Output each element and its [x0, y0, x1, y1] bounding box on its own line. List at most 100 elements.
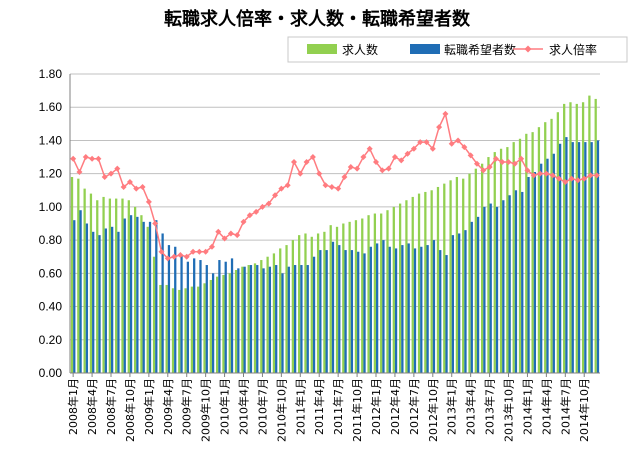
seekers-bar [584, 142, 587, 373]
ratio-point [574, 177, 581, 184]
legend-swatch-jobs [307, 44, 337, 54]
jobs-bar [417, 193, 421, 373]
x-tick-label: 2008年7月 [104, 378, 118, 435]
seekers-bar [527, 176, 530, 373]
ratio-point [221, 235, 228, 242]
ratio-line-path [72, 111, 597, 260]
seekers-bar [155, 220, 158, 373]
jobs-bar [556, 112, 559, 374]
seekers-bar [136, 216, 139, 373]
seekers-bar [129, 215, 133, 373]
legend-label-ratio: 求人倍率 [549, 42, 597, 57]
seekers-bar [521, 191, 524, 373]
jobs-bar [537, 127, 541, 373]
ratio-point [164, 255, 171, 262]
jobs-bar [493, 152, 496, 373]
jobs-bar [310, 236, 313, 373]
jobs-bar [550, 118, 553, 373]
ratio-point [328, 183, 335, 190]
ratio-point [246, 212, 253, 219]
jobs-bar [563, 103, 566, 374]
ratio-point [360, 154, 367, 161]
seekers-bar [565, 137, 568, 373]
ratio-point [366, 145, 373, 152]
jobs-bar [575, 103, 578, 374]
ratio-point [391, 154, 398, 161]
jobs-bar [474, 168, 477, 373]
jobs-bar [335, 226, 339, 373]
ratio-point [568, 175, 575, 182]
jobs-bar [424, 191, 427, 373]
jobs-bar [525, 133, 528, 373]
x-tick-label: 2013年1月 [445, 378, 459, 435]
ratio-point [101, 173, 108, 180]
seekers-bar [319, 250, 322, 373]
seekers-bar [243, 266, 246, 373]
seekers-bar [376, 243, 379, 373]
seekers-bar [331, 241, 335, 373]
seekers-bar [464, 230, 467, 373]
jobs-bar [272, 253, 276, 373]
ratio-point [562, 178, 569, 185]
jobs-bar [316, 233, 320, 373]
seekers-bar [293, 265, 297, 373]
y-tick-label: 0.80 [39, 233, 63, 247]
seekers-bar [104, 228, 107, 373]
grid [70, 73, 600, 374]
seekers-bar [73, 220, 76, 373]
ratio-point [486, 164, 493, 171]
jobs-bar [102, 196, 105, 373]
seekers-bar [281, 273, 284, 373]
seekers-bar [514, 190, 518, 373]
seekers-bar [432, 240, 436, 373]
jobs-bar [83, 188, 86, 373]
seekers-bar [439, 250, 442, 373]
jobs-bar [468, 173, 471, 373]
x-tick-label: 2010年4月 [237, 378, 251, 435]
jobs-bar [171, 288, 175, 373]
seekers-bar [401, 245, 404, 373]
legend-label-seekers: 転職希望者数 [444, 42, 516, 57]
seekers-bar [495, 206, 499, 373]
seekers-bar [218, 260, 221, 373]
jobs-bar [398, 203, 402, 373]
jobs-bar [291, 240, 294, 373]
jobs-bar [354, 220, 358, 373]
seekers-bar [161, 233, 164, 373]
jobs-bar [178, 289, 181, 373]
ratio-point [309, 154, 316, 161]
jobs-bar [253, 263, 257, 373]
jobs-bar [348, 221, 351, 373]
y-axis-ticks: 0.00 0.20 0.40 0.60 0.80 1.00 1.20 1.40 1.60 1.80 [39, 67, 63, 380]
seekers-bar [533, 172, 537, 373]
jobs-bar [146, 226, 149, 373]
legend-swatch-seekers [410, 44, 440, 54]
ratio-point [272, 192, 279, 199]
jobs-bar [190, 286, 194, 373]
ratio-point [373, 159, 380, 166]
seekers-bar [256, 265, 259, 373]
seekers-bar [142, 221, 145, 373]
x-tick-label: 2010年10月 [274, 378, 288, 442]
x-tick-label: 2009年7月 [180, 378, 194, 435]
seekers-bar [249, 265, 253, 373]
jobs-bar [228, 273, 231, 373]
jobs-bar [512, 142, 515, 373]
jobs-bar [405, 200, 408, 373]
jobs-bar [518, 138, 522, 373]
ratio-point [499, 159, 506, 166]
seekers-bar [407, 243, 410, 373]
y-tick-label: 1.00 [39, 200, 63, 214]
jobs-bar [140, 215, 143, 373]
ratio-point [581, 175, 588, 182]
ratio-point [303, 159, 310, 166]
ratio-point [82, 154, 89, 161]
y-tick-label: 0.60 [39, 266, 63, 280]
chart-title: 転職求人倍率・求人数・転職希望者数 [164, 8, 471, 30]
seekers-bar [230, 258, 234, 373]
seekers-bar [123, 218, 126, 373]
x-tick-label: 2013年10月 [502, 378, 516, 442]
seekers-bar [79, 210, 82, 373]
y-tick-label: 1.40 [39, 133, 63, 147]
